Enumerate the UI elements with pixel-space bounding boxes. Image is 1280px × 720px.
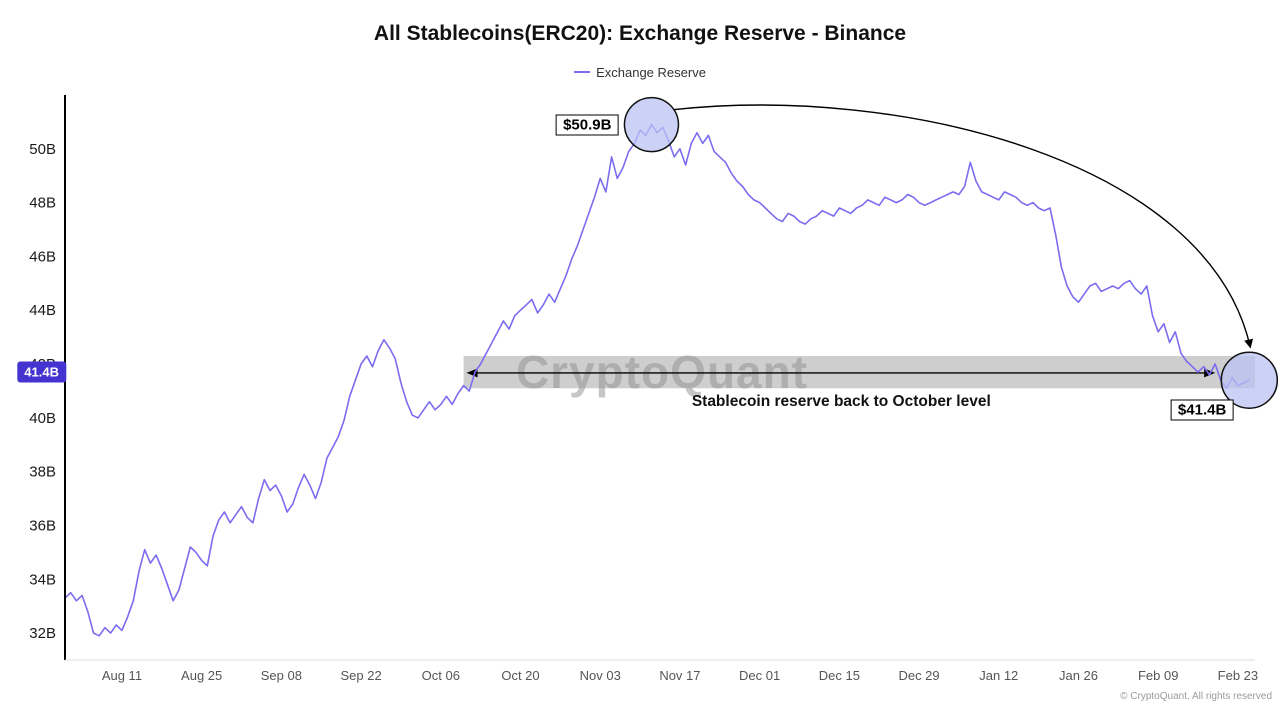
end-value-label: $41.4B: [1170, 399, 1234, 421]
legend-label: Exchange Reserve: [596, 65, 706, 81]
svg-text:32B: 32B: [29, 625, 56, 642]
svg-text:44B: 44B: [29, 302, 56, 319]
svg-text:Nov 03: Nov 03: [580, 668, 621, 683]
svg-text:Oct 06: Oct 06: [422, 668, 460, 683]
svg-text:46B: 46B: [29, 248, 56, 265]
current-value-badge: 41.4B: [17, 361, 66, 383]
svg-text:50B: 50B: [29, 141, 56, 158]
band-annotation-text: Stablecoin reserve back to October level: [691, 393, 991, 411]
svg-text:40B: 40B: [29, 410, 56, 427]
svg-text:Jan 12: Jan 12: [979, 668, 1018, 683]
svg-text:Aug 25: Aug 25: [181, 668, 222, 683]
svg-text:36B: 36B: [29, 517, 56, 534]
peak-value-label: $50.9B: [556, 114, 619, 136]
svg-text:Jan 26: Jan 26: [1059, 668, 1098, 683]
page-title: All Stablecoins(ERC20): Exchange Reserve…: [373, 22, 907, 45]
svg-text:34B: 34B: [29, 571, 56, 588]
legend-line-swatch: [574, 70, 591, 73]
chart-legend: Exchange Reserve: [0, 64, 1280, 80]
svg-text:Sep 22: Sep 22: [340, 668, 381, 683]
copyright-text: © CryptoQuant. All rights reserved: [1120, 691, 1272, 702]
svg-text:Feb 09: Feb 09: [1138, 668, 1178, 683]
svg-text:Dec 29: Dec 29: [898, 668, 939, 683]
svg-text:Dec 01: Dec 01: [739, 668, 780, 683]
svg-text:Aug 11: Aug 11: [102, 668, 142, 683]
svg-text:Nov 17: Nov 17: [659, 668, 700, 683]
svg-text:48B: 48B: [29, 195, 56, 212]
svg-text:Feb 23: Feb 23: [1218, 668, 1258, 683]
svg-text:Oct 20: Oct 20: [501, 668, 539, 683]
svg-text:38B: 38B: [29, 464, 56, 481]
watermark: CryptoQuant: [516, 346, 808, 398]
svg-text:Dec 15: Dec 15: [819, 668, 860, 683]
svg-text:Sep 08: Sep 08: [261, 668, 302, 683]
